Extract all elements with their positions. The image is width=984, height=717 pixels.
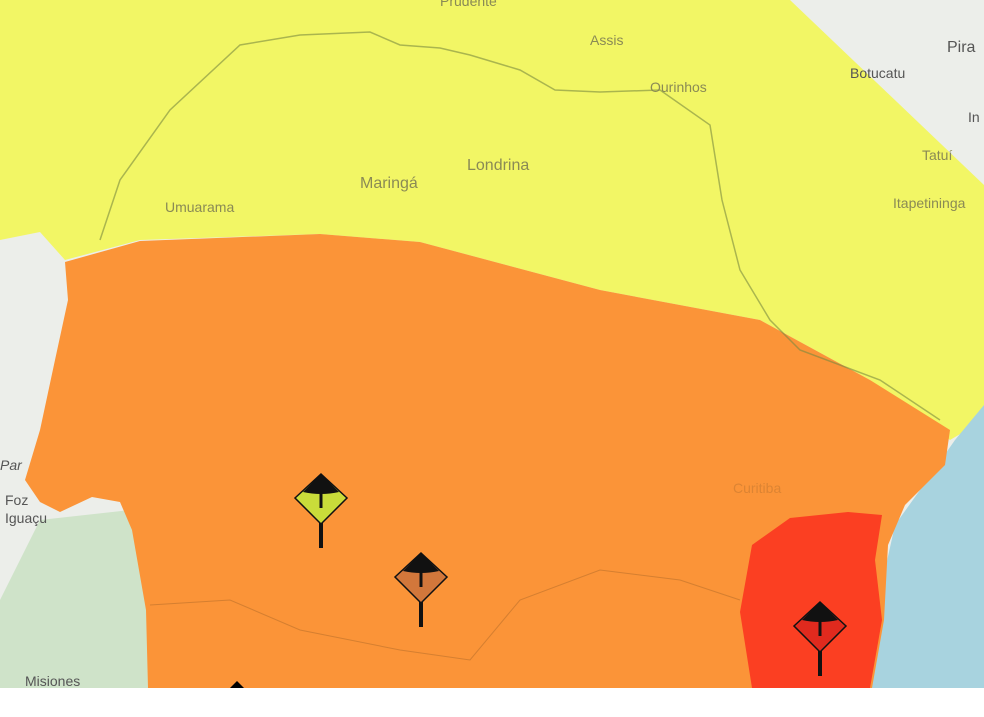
ocean xyxy=(870,405,984,688)
label-londrina: Londrina xyxy=(467,157,529,174)
label-curitiba: Curitiba xyxy=(733,480,781,496)
forest-area xyxy=(0,510,150,688)
label-piracicaba: Pira xyxy=(947,39,976,56)
red-alert-marker-icon[interactable] xyxy=(792,600,848,676)
orange-alert-marker-icon[interactable] xyxy=(393,551,449,627)
label-itapetininga: Itapetininga xyxy=(893,195,966,211)
label-foz: Foz xyxy=(5,492,28,508)
label-paraguay: Par xyxy=(0,457,23,473)
label-iguacu: Iguaçu xyxy=(5,510,47,526)
label-umuarama: Umuarama xyxy=(165,199,234,215)
alert-map[interactable]: Prudente Assis Ourinhos Botucatu Pira In… xyxy=(0,0,984,688)
label-indaiatuba: In xyxy=(968,109,980,125)
orange-alert-zone[interactable] xyxy=(25,234,950,688)
label-assis: Assis xyxy=(590,32,623,48)
label-misiones: Misiones xyxy=(25,673,80,688)
label-tatui: Tatuí xyxy=(922,147,952,163)
state-border xyxy=(99,31,941,421)
red-alert-zone[interactable] xyxy=(740,512,882,688)
label-prudente: Prudente xyxy=(440,0,497,9)
label-ourinhos: Ourinhos xyxy=(650,79,707,95)
yellow-alert-marker-icon[interactable] xyxy=(293,472,349,548)
yellow-alert-zone[interactable] xyxy=(0,0,984,440)
partial-alert-marker-icon[interactable] xyxy=(230,681,244,688)
state-border-south xyxy=(149,569,741,661)
label-botucatu: Botucatu xyxy=(850,65,905,81)
label-maringa: Maringá xyxy=(360,175,418,192)
